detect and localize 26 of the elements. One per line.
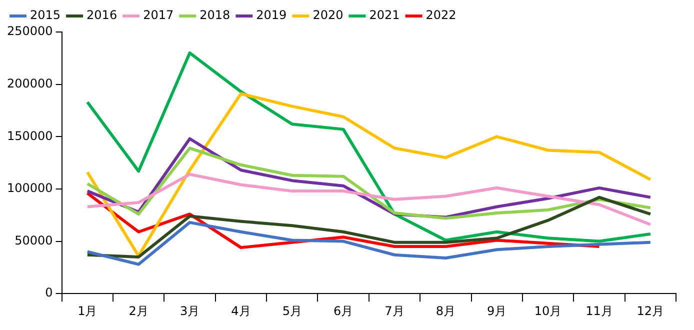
- y-tick-label: 100000: [6, 181, 53, 196]
- legend-label: 2016: [86, 8, 118, 22]
- y-tick-label: 50000: [14, 233, 53, 248]
- x-tick-label: 7月: [384, 304, 404, 318]
- x-tick-label: 1月: [78, 304, 98, 318]
- y-tick-label: 150000: [6, 128, 53, 143]
- legend-label: 2015: [30, 8, 61, 22]
- x-tick-label: 6月: [333, 304, 354, 318]
- legend-label: 2019: [256, 8, 287, 22]
- y-tick-label: 200000: [6, 76, 53, 90]
- x-tick-label: 3月: [180, 304, 200, 318]
- x-tick-label: 10月: [534, 304, 562, 318]
- y-tick-label: 250000: [6, 24, 53, 38]
- x-tick-label: 11月: [586, 304, 613, 318]
- legend-label: 2020: [312, 8, 344, 22]
- x-tick-label: 9月: [487, 304, 507, 318]
- x-tick-label: 4月: [231, 304, 251, 318]
- x-tick-label: 5月: [282, 304, 302, 318]
- x-tick-label: 8月: [436, 304, 456, 318]
- y-tick-label: 0: [45, 286, 53, 300]
- legend-label: 2017: [143, 8, 174, 22]
- legend-label: 2021: [369, 8, 400, 22]
- legend-label: 2018: [200, 8, 230, 22]
- legend-label: 2022: [426, 8, 456, 22]
- x-tick-label: 12月: [636, 304, 664, 318]
- x-tick-label: 2月: [128, 304, 148, 318]
